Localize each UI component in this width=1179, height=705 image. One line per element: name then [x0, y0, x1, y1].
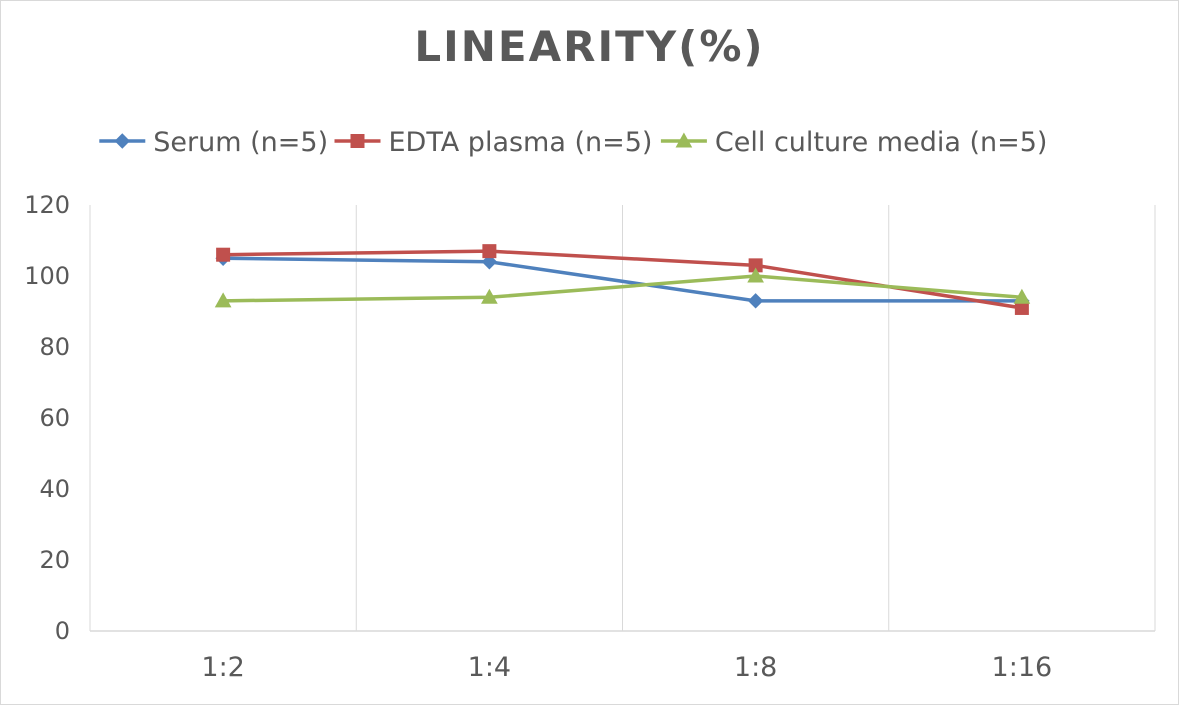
- x-tick-label: 1:4: [468, 652, 511, 683]
- series-layer: [214, 244, 1031, 315]
- y-tick-label: 120: [24, 191, 70, 219]
- triangle-marker: [481, 288, 498, 304]
- legend-item: EDTA plasma (n=5): [334, 127, 653, 158]
- legend-label: Cell culture media (n=5): [715, 127, 1048, 158]
- y-tick-label: 100: [24, 262, 70, 290]
- chart-title: LINEARITY(%): [414, 22, 765, 71]
- legend-label: Serum (n=5): [153, 127, 328, 158]
- triangle-marker: [675, 132, 693, 148]
- grid-layer: [89, 205, 1156, 631]
- series-group: [214, 267, 1031, 308]
- y-tick-label: 80: [39, 333, 70, 361]
- x-tick-label: 1:2: [201, 652, 244, 683]
- legend-item: Cell culture media (n=5): [660, 127, 1048, 158]
- y-tick-label: 60: [39, 404, 70, 432]
- series-line: [221, 256, 1024, 303]
- axis-layer: 0 20 40 60 80 100 120 1:2 1:4 1:8 1:16: [24, 191, 1155, 683]
- square-marker: [350, 134, 365, 148]
- y-tick-label: 20: [39, 546, 70, 574]
- legend-item: Serum (n=5): [99, 127, 328, 158]
- series-line: [221, 274, 1024, 303]
- triangle-marker: [214, 292, 232, 308]
- legend-label: EDTA plasma (n=5): [389, 127, 653, 158]
- diamond-marker: [747, 293, 764, 309]
- triangle-marker: [1013, 288, 1031, 304]
- y-tick-label: 0: [55, 617, 70, 645]
- legend: Serum (n=5) EDTA plasma (n=5) Cell culture…: [99, 127, 1047, 158]
- y-tick-label: 40: [39, 475, 70, 503]
- x-tick-label: 1:16: [992, 652, 1053, 683]
- x-tick-label: 1:8: [734, 652, 777, 683]
- square-marker: [482, 244, 497, 259]
- diamond-marker: [481, 254, 498, 270]
- square-marker: [216, 247, 231, 262]
- triangle-marker: [747, 267, 764, 283]
- diamond-marker: [114, 133, 131, 149]
